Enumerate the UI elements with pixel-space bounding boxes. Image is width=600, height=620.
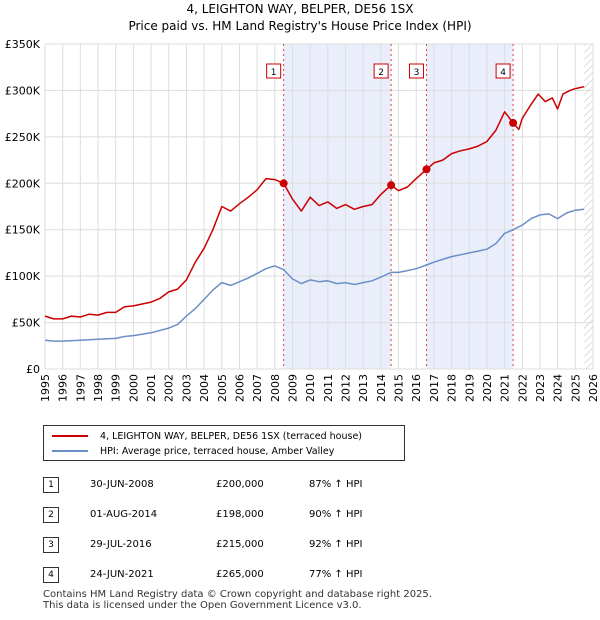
sale-number-badge: 2 xyxy=(43,507,59,523)
sale-number-label: 1 xyxy=(271,68,277,78)
sale-point xyxy=(422,165,431,174)
table-row: 2 01-AUG-2014 £198,000 90% ↑ HPI xyxy=(43,507,443,525)
x-tick-label: 2019 xyxy=(463,374,476,402)
sale-point xyxy=(387,181,396,190)
x-tick-label: 2003 xyxy=(180,374,193,402)
x-tick-label: 2014 xyxy=(375,374,388,402)
sale-hpi-change: 92% ↑ HPI xyxy=(309,539,363,550)
sale-date: 24-JUN-2021 xyxy=(90,569,154,580)
x-axis: 1995 1996 1997 1998 1999 2000 2001 2002 2003 2004… xyxy=(39,374,600,402)
y-axis: £0 £50K £100K £150K £200K £250K £300K £350K xyxy=(5,38,41,376)
y-tick-label: £250K xyxy=(5,131,41,144)
x-tick-label: 2013 xyxy=(357,374,370,402)
sale-number-box xyxy=(495,63,511,79)
shaded-range xyxy=(426,44,514,369)
sale-number-badge: 3 xyxy=(43,537,59,553)
x-tick-label: 2002 xyxy=(163,374,176,402)
sale-date: 29-JUL-2016 xyxy=(90,539,152,550)
x-tick-label: 2016 xyxy=(410,374,423,402)
sale-price: £200,000 xyxy=(216,479,264,490)
x-tick-label: 2021 xyxy=(499,374,512,402)
sale-date: 01-AUG-2014 xyxy=(90,509,158,520)
footer-line-2: This data is licensed under the Open Gov… xyxy=(43,600,362,611)
x-tick-label: 2022 xyxy=(516,374,529,402)
x-tick-label: 2010 xyxy=(304,374,317,402)
sale-number-label: 4 xyxy=(500,68,506,78)
forecast-hatch xyxy=(584,44,593,369)
legend-swatch-property xyxy=(52,435,88,437)
shaded-range xyxy=(283,44,392,369)
sale-price: £265,000 xyxy=(216,569,264,580)
x-tick-label: 1999 xyxy=(110,374,123,402)
x-tick-label: 1995 xyxy=(39,374,52,402)
sale-number-label: 3 xyxy=(414,68,420,78)
y-tick-label: £0 xyxy=(26,363,40,376)
legend: 4, LEIGHTON WAY, BELPER, DE56 1SX (terra… xyxy=(43,425,405,461)
x-tick-label: 2015 xyxy=(393,374,406,402)
x-tick-label: 2006 xyxy=(233,374,246,402)
y-tick-label: £300K xyxy=(5,84,41,97)
sale-points xyxy=(279,118,518,190)
sale-number-badge: 4 xyxy=(43,567,59,583)
sale-markers-lines xyxy=(283,44,514,369)
x-tick-label: 2023 xyxy=(534,374,547,402)
sale-hpi-change: 87% ↑ HPI xyxy=(309,479,363,490)
y-tick-label: £350K xyxy=(5,38,41,51)
shaded-periods xyxy=(283,44,593,369)
x-tick-label: 2000 xyxy=(127,374,140,402)
sale-point xyxy=(509,118,518,127)
sale-hpi-change: 77% ↑ HPI xyxy=(309,569,363,580)
chart-subtitle: Price paid vs. HM Land Registry's House … xyxy=(128,19,471,33)
y-tick-label: £200K xyxy=(5,177,41,190)
table-row: 1 30-JUN-2008 £200,000 87% ↑ HPI xyxy=(43,477,443,495)
y-tick-label: £50K xyxy=(12,317,41,330)
x-tick-label: 1996 xyxy=(57,374,70,402)
table-row: 4 24-JUN-2021 £265,000 77% ↑ HPI xyxy=(43,567,443,585)
sale-price: £215,000 xyxy=(216,539,264,550)
sale-number-box xyxy=(266,63,282,79)
x-tick-label: 2020 xyxy=(481,374,494,402)
gridlines xyxy=(44,43,594,370)
sale-date: 30-JUN-2008 xyxy=(90,479,154,490)
x-tick-label: 2012 xyxy=(340,374,353,402)
x-tick-label: 1998 xyxy=(92,374,105,402)
hpi-line xyxy=(44,208,585,342)
x-tick-label: 2025 xyxy=(569,374,582,402)
legend-item-hpi: HPI: Average price, terraced house, Ambe… xyxy=(52,444,334,458)
x-tick-label: 2007 xyxy=(251,374,264,402)
chart-title: 4, LEIGHTON WAY, BELPER, DE56 1SX xyxy=(186,2,413,16)
sale-price: £198,000 xyxy=(216,509,264,520)
footer-line-1: Contains HM Land Registry data © Crown c… xyxy=(43,589,432,600)
sale-number-box xyxy=(373,63,389,79)
y-tick-label: £150K xyxy=(5,224,41,237)
x-tick-label: 2011 xyxy=(322,374,335,402)
sale-number-badge: 1 xyxy=(43,477,59,493)
x-tick-label: 2024 xyxy=(552,374,565,402)
y-tick-label: £100K xyxy=(5,270,41,283)
sale-hpi-change: 90% ↑ HPI xyxy=(309,509,363,520)
x-tick-label: 2026 xyxy=(587,374,600,402)
legend-label-hpi: HPI: Average price, terraced house, Ambe… xyxy=(100,445,335,457)
sale-number-boxes: 1 2 3 4 xyxy=(266,63,511,79)
sale-point xyxy=(279,179,288,188)
legend-swatch-hpi xyxy=(52,450,88,452)
x-tick-label: 2017 xyxy=(428,374,441,402)
price-chart: 4, LEIGHTON WAY, BELPER, DE56 1SX Price … xyxy=(5,2,600,402)
x-tick-label: 1997 xyxy=(74,374,87,402)
footer-attribution: Contains HM Land Registry data © Crown c… xyxy=(43,589,432,611)
legend-label-property: 4, LEIGHTON WAY, BELPER, DE56 1SX (terra… xyxy=(100,430,362,442)
x-tick-label: 2005 xyxy=(216,374,229,402)
sale-number-label: 2 xyxy=(378,68,384,78)
sale-number-box xyxy=(408,63,424,79)
x-tick-label: 2001 xyxy=(145,374,158,402)
x-tick-label: 2008 xyxy=(269,374,282,402)
x-tick-label: 2009 xyxy=(286,374,299,402)
x-tick-label: 2004 xyxy=(198,374,211,402)
x-tick-label: 2018 xyxy=(446,374,459,402)
table-row: 3 29-JUL-2016 £215,000 92% ↑ HPI xyxy=(43,537,443,555)
legend-item-property: 4, LEIGHTON WAY, BELPER, DE56 1SX (terra… xyxy=(52,429,362,443)
